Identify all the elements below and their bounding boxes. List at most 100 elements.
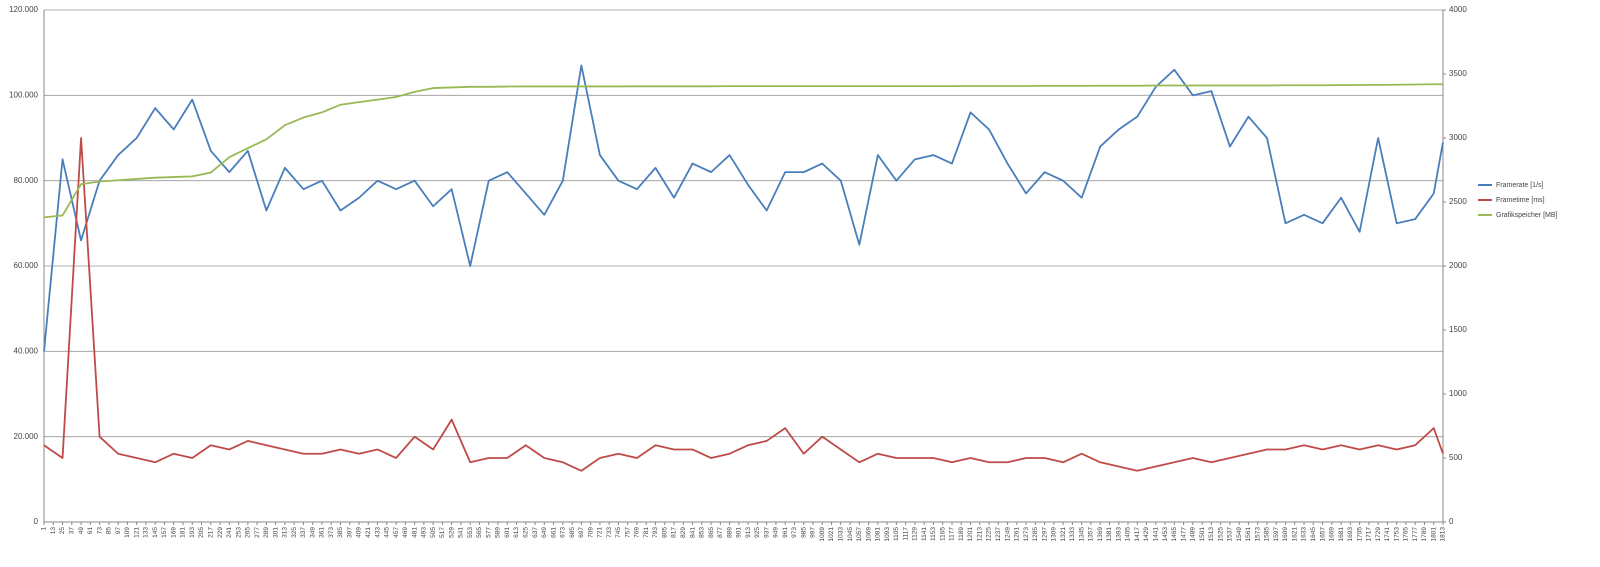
x-tick-label: 1585 <box>1264 527 1271 542</box>
x-tick-label: 841 <box>689 527 696 538</box>
legend-label: Frametime [ms] <box>1496 197 1545 204</box>
x-tick-label: 1045 <box>847 527 854 542</box>
x-tick-label: 1801 <box>1430 527 1437 542</box>
x-tick-label: 1009 <box>819 527 826 542</box>
x-tick-label: 949 <box>773 527 780 538</box>
y2-tick-label: 1000 <box>1449 389 1467 398</box>
x-tick-label: 541 <box>458 527 465 538</box>
x-tick-label: 793 <box>652 527 659 538</box>
x-tick-label: 157 <box>161 527 168 538</box>
x-tick-label: 1021 <box>828 527 835 542</box>
x-tick-label: 1081 <box>875 527 882 542</box>
x-tick-label: 1381 <box>1106 527 1113 542</box>
x-tick-label: 1357 <box>1088 527 1095 542</box>
x-tick-label: 1369 <box>1097 527 1104 542</box>
series-line <box>43 137 1444 472</box>
x-tick-label: 901 <box>736 527 743 538</box>
x-tick-label: 1777 <box>1412 527 1419 542</box>
x-tick-label: 961 <box>782 527 789 538</box>
x-tick-label: 889 <box>726 527 733 538</box>
x-tick-label: 1741 <box>1384 527 1391 542</box>
x-tick-label: 1453 <box>1162 527 1169 542</box>
x-tick-label: 757 <box>624 527 631 538</box>
y-tick-label: 100.000 <box>9 90 38 99</box>
x-tick-label: 1165 <box>939 527 946 541</box>
x-tick-label: 505 <box>430 527 437 538</box>
x-tick-label: 1309 <box>1051 527 1058 542</box>
x-tick-label: 1693 <box>1347 527 1354 542</box>
x-tick-label: 805 <box>661 527 668 538</box>
x-tick-label: 385 <box>337 527 344 538</box>
x-tick-label: 1705 <box>1356 527 1363 542</box>
x-tick-label: 97 <box>115 527 122 535</box>
series-line <box>43 64 1444 352</box>
x-tick-label: 529 <box>448 527 455 538</box>
x-tick-label: 1597 <box>1273 527 1280 542</box>
x-tick-label: 325 <box>291 527 298 538</box>
x-tick-label: 565 <box>476 527 483 538</box>
x-tick-label: 1261 <box>1014 527 1021 542</box>
y-tick-label: 20.000 <box>14 432 39 441</box>
y2-tick-label: 2000 <box>1449 261 1467 270</box>
x-tick-label: 1105 <box>893 527 900 541</box>
x-tick-label: 1633 <box>1301 527 1308 542</box>
x-tick-label: 313 <box>282 527 289 538</box>
x-tick-label: 25 <box>59 527 66 535</box>
x-tick-label: 1465 <box>1171 527 1178 542</box>
x-tick-label: 301 <box>272 527 279 538</box>
x-tick-label: 997 <box>810 527 817 538</box>
x-tick-label: 1069 <box>865 527 872 542</box>
x-tick-label: 1129 <box>912 527 919 541</box>
y-tick-label: 40.000 <box>14 346 39 355</box>
x-tick-label: 1393 <box>1115 527 1122 542</box>
x-tick-label: 553 <box>467 527 474 538</box>
x-tick-label: 625 <box>522 527 529 538</box>
x-tick-label: 1417 <box>1134 527 1141 542</box>
x-tick-label: 1321 <box>1060 527 1067 542</box>
x-tick-label: 853 <box>699 527 706 538</box>
x-tick-label: 241 <box>226 527 233 538</box>
x-tick-label: 925 <box>754 527 761 538</box>
x-tick-label: 985 <box>800 527 807 538</box>
y-tick-label: 80.000 <box>14 176 39 185</box>
x-tick-label: 673 <box>560 527 567 538</box>
y2-tick-label: 500 <box>1449 453 1463 462</box>
x-tick-label: 1729 <box>1375 527 1382 542</box>
x-tick-label: 253 <box>235 527 242 538</box>
x-tick-label: 601 <box>504 527 511 538</box>
x-tick-label: 1405 <box>1125 527 1132 542</box>
x-tick-label: 277 <box>254 527 261 538</box>
x-tick-label: 1033 <box>838 527 845 542</box>
x-tick-label: 37 <box>69 527 76 535</box>
x-tick-label: 1249 <box>1004 527 1011 542</box>
x-tick-label: 1525 <box>1217 527 1224 542</box>
x-tick-label: 1657 <box>1319 527 1326 542</box>
x-tick-label: 637 <box>532 527 539 538</box>
legend-label: Grafikspeicher [MB] <box>1496 212 1558 219</box>
y2-tick-label: 3000 <box>1449 133 1467 142</box>
x-tick-label: 133 <box>143 527 150 538</box>
x-tick-label: 1753 <box>1393 527 1400 542</box>
x-tick-label: 145 <box>152 527 159 538</box>
x-tick-label: 661 <box>550 527 557 538</box>
x-tick-label: 1177 <box>949 527 956 541</box>
x-tick-label: 865 <box>708 527 715 538</box>
x-tick-label: 1789 <box>1421 527 1428 542</box>
x-tick-label: 769 <box>634 527 641 538</box>
x-tick-label: 193 <box>189 527 196 538</box>
x-tick-label: 181 <box>180 527 187 538</box>
x-tick-label: 1609 <box>1282 527 1289 542</box>
x-tick-label: 1057 <box>856 527 863 542</box>
x-tick-label: 85 <box>106 527 113 535</box>
x-tick-label: 1549 <box>1236 527 1243 542</box>
x-tick-label: 1765 <box>1403 527 1410 542</box>
x-tick-label: 1501 <box>1199 527 1206 542</box>
x-tick-label: 1441 <box>1153 527 1160 542</box>
x-tick-label: 61 <box>87 527 94 535</box>
x-tick-label: 397 <box>346 527 353 538</box>
x-tick-label: 937 <box>763 527 770 538</box>
x-tick-label: 217 <box>207 527 214 538</box>
x-tick-label: 1717 <box>1366 527 1373 542</box>
x-tick-label: 517 <box>439 527 446 538</box>
x-tick-label: 1489 <box>1190 527 1197 542</box>
